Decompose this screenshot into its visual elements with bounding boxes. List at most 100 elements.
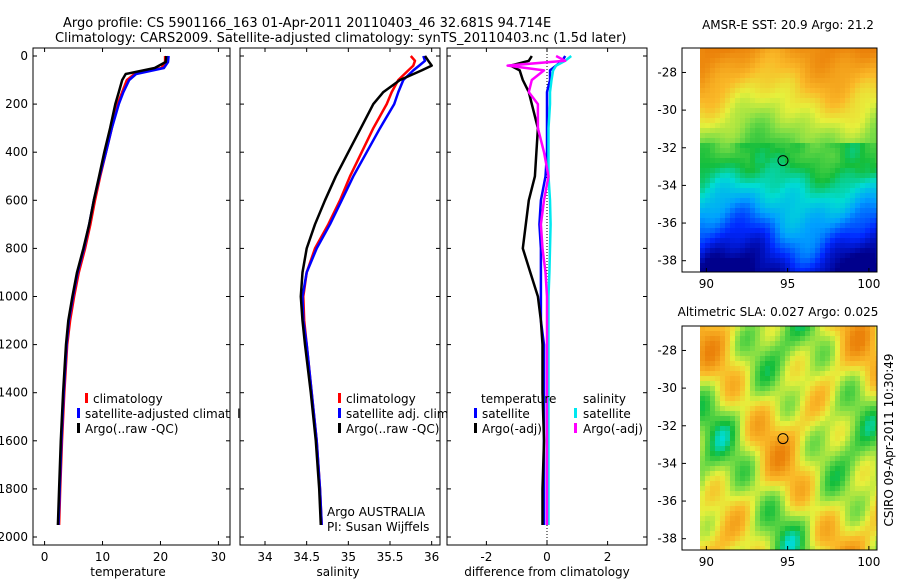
sla-heatmap-cell [750,391,756,397]
sst-heatmap-cell [770,193,776,199]
sla-heatmap-cell [700,481,706,487]
sla-heatmap-cell [875,401,877,407]
sla-heatmap-cell [805,406,811,412]
sla-heatmap-cell [840,441,846,447]
sla-heatmap-cell [780,366,786,372]
sla-heatmap-cell [800,326,806,332]
sst-heatmap-cell [765,153,771,159]
sst-heatmap-cell [855,53,861,59]
sst-heatmap-cell [710,248,716,254]
sst-heatmap-cell [805,123,811,129]
sla-heatmap-cell [700,356,706,362]
sla-heatmap-cell [795,546,801,550]
sst-heatmap-cell [710,148,716,154]
legend-swatch-satellite-adj [338,408,341,418]
sla-heatmap-cell [735,541,741,547]
sla-heatmap-cell [705,516,711,522]
sst-heatmap-cell [810,238,816,244]
sla-heatmap-cell [850,341,856,347]
sla-heatmap-cell [740,451,746,457]
sst-heatmap-cell [825,208,831,214]
y-tick-label: -30 [657,103,677,117]
sst-heatmap-cell [775,48,781,54]
sla-heatmap-cell [790,476,796,482]
sla-heatmap-cell [700,441,706,447]
sla-heatmap-cell [845,456,851,462]
sla-heatmap-cell [850,536,856,542]
sla-heatmap-cell [740,386,746,392]
sst-heatmap-cell [750,163,756,169]
sla-heatmap-cell [715,401,721,407]
sla-heatmap-cell [860,516,866,522]
sst-heatmap-cell [810,83,816,89]
sst-heatmap-cell [775,243,781,249]
legend-swatch-satellite-adjusted [77,408,80,418]
y-tick-label: -36 [657,494,677,508]
sla-heatmap-cell [760,341,766,347]
sla-heatmap-cell [720,471,726,477]
sst-heatmap-cell [860,223,866,229]
sst-heatmap-cell [800,48,806,54]
sst-heatmap-cell [860,243,866,249]
sst-heatmap-cell [805,118,811,124]
sst-heatmap-cell [840,48,846,54]
sst-heatmap-cell [850,103,856,109]
sst-heatmap-cell [815,108,821,114]
sla-heatmap-cell [705,481,711,487]
sst-heatmap-cell [720,258,726,264]
sst-heatmap-cell [770,88,776,94]
sla-heatmap-cell [855,431,861,437]
sla-heatmap-cell [725,546,731,550]
sst-heatmap-cell [870,148,876,154]
sst-heatmap-cell [845,103,851,109]
sla-heatmap-cell [720,491,726,497]
sst-heatmap-cell [795,63,801,69]
sst-heatmap-cell [740,143,746,149]
sst-heatmap-cell [735,48,741,54]
sla-heatmap-cell [760,381,766,387]
sla-heatmap-cell [815,411,821,417]
sla-heatmap-cell [780,396,786,402]
sst-heatmap-cell [875,113,877,119]
sla-heatmap-cell [745,511,751,517]
sla-heatmap-cell [825,421,831,427]
sst-heatmap-cell [820,128,826,134]
sla-heatmap-cell [850,431,856,437]
sst-heatmap-cell [865,138,871,144]
sst-heatmap-cell [870,78,876,84]
sst-heatmap-cell [800,228,806,234]
sst-heatmap-cell [715,148,721,154]
sla-heatmap-cell [745,521,751,527]
sla-heatmap-cell [865,541,871,547]
sst-heatmap-cell [740,98,746,104]
sla-heatmap-cell [770,411,776,417]
sst-heatmap-cell [775,268,781,272]
sst-heatmap-cell [760,193,766,199]
sst-heatmap-cell [875,208,877,214]
sst-heatmap-cell [755,258,761,264]
sst-heatmap-cell [850,128,856,134]
sla-heatmap-cell [825,426,831,432]
sst-heatmap-cell [745,153,751,159]
sst-heatmap-cell [735,168,741,174]
sst-heatmap-cell [870,68,876,74]
sst-heatmap-cell [870,183,876,189]
sst-heatmap-cell [870,233,876,239]
sst-heatmap-cell [810,93,816,99]
sla-heatmap-cell [710,411,716,417]
sla-heatmap-cell [875,486,877,492]
sla-heatmap-cell [810,461,816,467]
sla-heatmap-cell [870,426,876,432]
sla-heatmap-cell [740,491,746,497]
sla-heatmap-cell [720,341,726,347]
sst-heatmap-cell [795,183,801,189]
sst-heatmap-cell [830,48,836,54]
sla-heatmap-cell [710,541,716,547]
sla-heatmap-cell [745,461,751,467]
sst-heatmap-cell [795,178,801,184]
sst-heatmap-cell [875,263,877,269]
sst-heatmap-cell [815,53,821,59]
sla-heatmap-cell [795,481,801,487]
sla-heatmap-cell [875,421,877,427]
sst-heatmap-cell [720,218,726,224]
